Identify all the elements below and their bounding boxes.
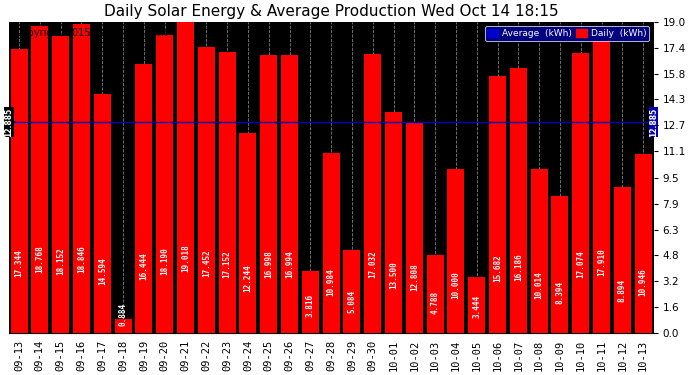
Bar [635,154,651,333]
Bar [572,53,589,333]
Legend: Average  (kWh), Daily  (kWh): Average (kWh), Daily (kWh) [484,26,649,40]
Text: 16.994: 16.994 [285,251,294,278]
Bar [551,196,569,333]
Title: Daily Solar Energy & Average Production Wed Oct 14 18:15: Daily Solar Energy & Average Production … [104,4,558,19]
Text: 10.946: 10.946 [639,268,648,296]
Text: 8.894: 8.894 [618,279,627,302]
Bar [135,64,152,333]
Text: 4.788: 4.788 [431,291,440,314]
Bar [31,26,48,333]
Bar [510,68,527,333]
Bar [364,54,382,333]
Bar [469,277,485,333]
Text: 3.816: 3.816 [306,294,315,317]
Text: 12.244: 12.244 [244,264,253,292]
Bar [260,54,277,333]
Bar [177,21,194,333]
Bar [385,112,402,333]
Bar [281,55,298,333]
Text: 17.032: 17.032 [368,251,377,278]
Text: 18.846: 18.846 [77,245,86,273]
Text: 17.344: 17.344 [14,249,23,277]
Bar [489,76,506,333]
Text: 10.000: 10.000 [451,271,460,299]
Text: 18.152: 18.152 [56,247,65,275]
Text: 17.152: 17.152 [223,250,232,278]
Text: 17.074: 17.074 [576,250,585,278]
Text: 10.984: 10.984 [326,268,335,296]
Bar [219,52,235,333]
Text: 16.998: 16.998 [264,251,273,278]
Text: 5.084: 5.084 [347,290,357,314]
Bar [323,153,339,333]
Text: 17.452: 17.452 [201,249,210,277]
Bar [302,271,319,333]
Text: 18.190: 18.190 [160,247,169,275]
Bar [115,319,132,333]
Text: 15.682: 15.682 [493,254,502,282]
Text: 17.910: 17.910 [597,248,606,276]
Bar [426,255,444,333]
Text: Copyright 2015 Cartronics.com: Copyright 2015 Cartronics.com [15,28,167,38]
Bar [406,123,423,333]
Bar [52,36,69,333]
Bar [73,24,90,333]
Bar [10,49,28,333]
Text: 16.186: 16.186 [514,253,523,280]
Text: 12.885: 12.885 [4,107,13,136]
Text: 10.014: 10.014 [535,271,544,299]
Text: 12.885: 12.885 [649,107,658,136]
Text: 18.768: 18.768 [35,245,44,273]
Bar [198,47,215,333]
Text: 3.444: 3.444 [472,295,481,318]
Bar [614,188,631,333]
Text: 14.594: 14.594 [98,258,107,285]
Text: 19.018: 19.018 [181,244,190,272]
Bar [156,35,173,333]
Bar [593,40,610,333]
Text: 8.394: 8.394 [555,280,564,304]
Text: 12.808: 12.808 [410,263,419,291]
Text: 0.884: 0.884 [119,303,128,326]
Bar [239,132,257,333]
Bar [531,169,548,333]
Text: 13.500: 13.500 [389,261,398,288]
Bar [344,250,360,333]
Bar [447,170,464,333]
Text: 16.444: 16.444 [139,252,148,280]
Bar [94,94,111,333]
